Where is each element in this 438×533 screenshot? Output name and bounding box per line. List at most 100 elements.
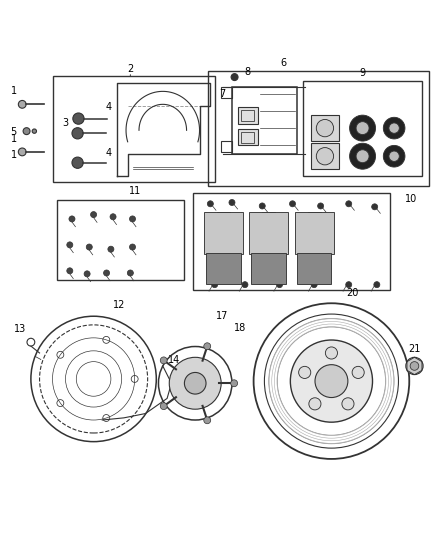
Circle shape — [406, 357, 423, 375]
Bar — [193, 193, 390, 290]
Circle shape — [204, 417, 211, 424]
Circle shape — [69, 216, 75, 222]
Bar — [295, 213, 334, 254]
Circle shape — [23, 128, 30, 135]
Text: 1: 1 — [11, 150, 17, 160]
Bar — [53, 76, 215, 182]
Circle shape — [389, 151, 399, 161]
Circle shape — [73, 113, 84, 124]
Text: 1: 1 — [11, 134, 17, 144]
Circle shape — [389, 123, 399, 133]
Circle shape — [410, 361, 419, 370]
Bar — [238, 129, 258, 146]
Text: 12: 12 — [113, 300, 126, 310]
Circle shape — [342, 398, 354, 410]
Circle shape — [316, 148, 334, 165]
Text: 17: 17 — [216, 311, 228, 321]
Bar — [262, 213, 275, 223]
Circle shape — [72, 157, 83, 168]
Circle shape — [32, 129, 36, 133]
Circle shape — [231, 380, 237, 387]
Circle shape — [311, 281, 317, 288]
Bar — [241, 132, 254, 143]
Circle shape — [374, 281, 380, 288]
Text: 10: 10 — [405, 193, 417, 204]
Text: 20: 20 — [346, 288, 358, 298]
Text: 13: 13 — [14, 324, 26, 334]
Text: 11: 11 — [128, 186, 141, 196]
Text: 21: 21 — [408, 344, 420, 354]
Bar — [217, 213, 230, 223]
Circle shape — [290, 201, 296, 207]
Bar — [249, 213, 288, 254]
Circle shape — [350, 143, 375, 169]
Circle shape — [207, 201, 213, 207]
Circle shape — [352, 366, 364, 378]
Circle shape — [276, 281, 283, 288]
Circle shape — [110, 214, 116, 220]
Circle shape — [160, 402, 167, 409]
Circle shape — [72, 128, 83, 139]
Bar — [304, 80, 422, 176]
Circle shape — [160, 357, 167, 364]
Circle shape — [86, 244, 92, 250]
Bar — [208, 70, 429, 187]
Bar — [221, 87, 232, 98]
Circle shape — [169, 357, 221, 409]
Circle shape — [67, 268, 73, 274]
Text: 2: 2 — [127, 64, 134, 74]
Circle shape — [350, 115, 375, 141]
Bar — [221, 141, 232, 152]
Circle shape — [18, 100, 26, 108]
Circle shape — [318, 203, 324, 209]
Circle shape — [383, 117, 405, 139]
Bar — [206, 253, 240, 284]
Circle shape — [346, 201, 352, 207]
Circle shape — [242, 281, 248, 288]
Circle shape — [372, 204, 378, 210]
Text: 8: 8 — [244, 67, 250, 77]
Circle shape — [356, 122, 369, 135]
Text: 9: 9 — [360, 68, 366, 78]
Circle shape — [299, 366, 311, 378]
Bar — [57, 200, 184, 280]
Bar — [297, 253, 332, 284]
Circle shape — [212, 281, 218, 288]
Text: 5: 5 — [11, 127, 17, 138]
Text: 6: 6 — [281, 58, 287, 68]
Circle shape — [316, 119, 334, 137]
Circle shape — [229, 199, 235, 206]
Circle shape — [356, 150, 369, 163]
Circle shape — [18, 148, 26, 156]
Text: 14: 14 — [167, 355, 180, 365]
Circle shape — [91, 212, 97, 217]
Circle shape — [204, 343, 211, 350]
Bar — [311, 143, 339, 169]
Circle shape — [130, 244, 135, 250]
Text: 7: 7 — [219, 88, 226, 99]
Circle shape — [383, 146, 405, 167]
Circle shape — [130, 216, 135, 222]
Circle shape — [346, 281, 352, 288]
Circle shape — [231, 74, 238, 80]
Circle shape — [67, 242, 73, 248]
Circle shape — [309, 398, 321, 410]
Circle shape — [259, 203, 265, 209]
Bar — [238, 107, 258, 124]
Circle shape — [127, 270, 134, 276]
Text: 18: 18 — [233, 324, 246, 333]
Bar — [241, 110, 254, 121]
Circle shape — [325, 347, 338, 359]
Circle shape — [103, 270, 110, 276]
Circle shape — [315, 365, 348, 398]
Bar — [204, 213, 243, 254]
Circle shape — [108, 246, 114, 252]
Bar — [311, 115, 339, 141]
Circle shape — [84, 271, 90, 277]
Text: 3: 3 — [63, 118, 68, 128]
Bar — [307, 213, 321, 223]
Circle shape — [290, 340, 372, 422]
Bar — [251, 253, 286, 284]
Text: 4: 4 — [106, 102, 112, 112]
Text: 4: 4 — [106, 148, 112, 158]
